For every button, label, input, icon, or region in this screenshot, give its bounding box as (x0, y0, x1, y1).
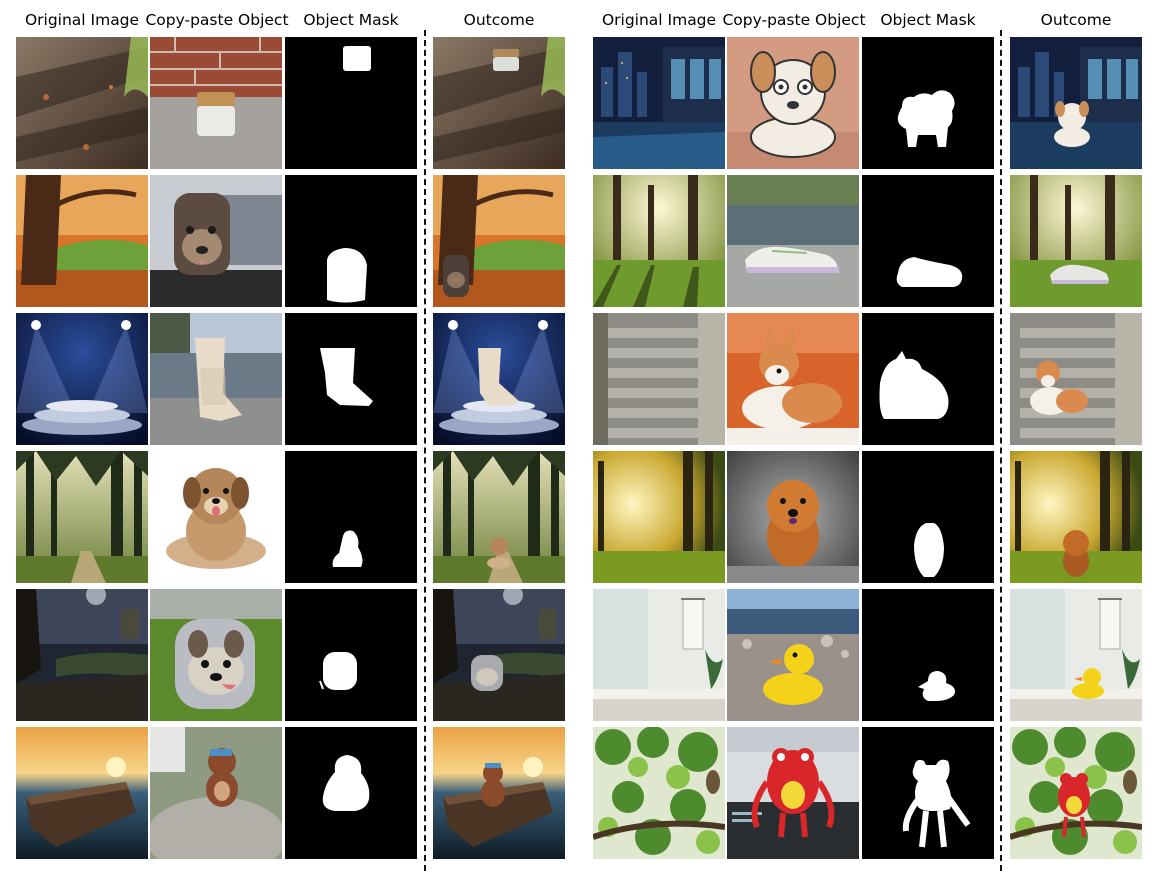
left-row2-copy-paste-object (150, 175, 282, 307)
right-row2-original-image (593, 175, 725, 307)
right-row1-object-mask (862, 37, 994, 169)
header-right-object-mask: Object Mask (880, 11, 976, 29)
left-row5-outcome (433, 589, 565, 721)
header-left-outcome: Outcome (463, 11, 535, 29)
divider-left (424, 30, 426, 871)
right-row5-copy-paste-object (727, 589, 859, 721)
header-left-copy-paste-object: Copy-paste Object (145, 11, 289, 29)
right-row2-copy-paste-object (727, 175, 859, 307)
right-row2-object-mask (862, 175, 994, 307)
right-row6-object-mask (862, 727, 994, 859)
left-row5-object-mask (285, 589, 417, 721)
left-row3-original-image (16, 313, 148, 445)
left-row2-outcome (433, 175, 565, 307)
left-row1-outcome (433, 37, 565, 169)
left-row4-object-mask (285, 451, 417, 583)
header-right-original-image: Original Image (601, 11, 717, 29)
right-row6-outcome (1010, 727, 1142, 859)
right-row6-original-image (593, 727, 725, 859)
left-row6-copy-paste-object (150, 727, 282, 859)
left-row6-outcome (433, 727, 565, 859)
right-row3-copy-paste-object (727, 313, 859, 445)
left-row6-object-mask (285, 727, 417, 859)
left-row5-original-image (16, 589, 148, 721)
left-row2-object-mask (285, 175, 417, 307)
left-row5-copy-paste-object (150, 589, 282, 721)
right-row2-outcome (1010, 175, 1142, 307)
right-row3-original-image (593, 313, 725, 445)
left-row1-object-mask (285, 37, 417, 169)
divider-right (1000, 30, 1002, 871)
right-row1-copy-paste-object (727, 37, 859, 169)
right-row4-original-image (593, 451, 725, 583)
right-row5-original-image (593, 589, 725, 721)
right-row5-outcome (1010, 589, 1142, 721)
header-left-original-image: Original Image (24, 11, 140, 29)
right-row1-original-image (593, 37, 725, 169)
right-row1-outcome (1010, 37, 1142, 169)
right-row5-object-mask (862, 589, 994, 721)
left-row3-copy-paste-object (150, 313, 282, 445)
header-right-outcome: Outcome (1040, 11, 1112, 29)
left-row2-original-image (16, 175, 148, 307)
left-row1-original-image (16, 37, 148, 169)
left-row3-object-mask (285, 313, 417, 445)
right-row3-outcome (1010, 313, 1142, 445)
left-row4-copy-paste-object (150, 451, 282, 583)
right-row3-object-mask (862, 313, 994, 445)
left-row6-original-image (16, 727, 148, 859)
left-row1-copy-paste-object (150, 37, 282, 169)
left-row4-outcome (433, 451, 565, 583)
left-row4-original-image (16, 451, 148, 583)
right-row4-object-mask (862, 451, 994, 583)
header-right-copy-paste-object: Copy-paste Object (722, 11, 866, 29)
header-left-object-mask: Object Mask (303, 11, 399, 29)
right-row6-copy-paste-object (727, 727, 859, 859)
left-row3-outcome (433, 313, 565, 445)
right-row4-outcome (1010, 451, 1142, 583)
right-row4-copy-paste-object (727, 451, 859, 583)
